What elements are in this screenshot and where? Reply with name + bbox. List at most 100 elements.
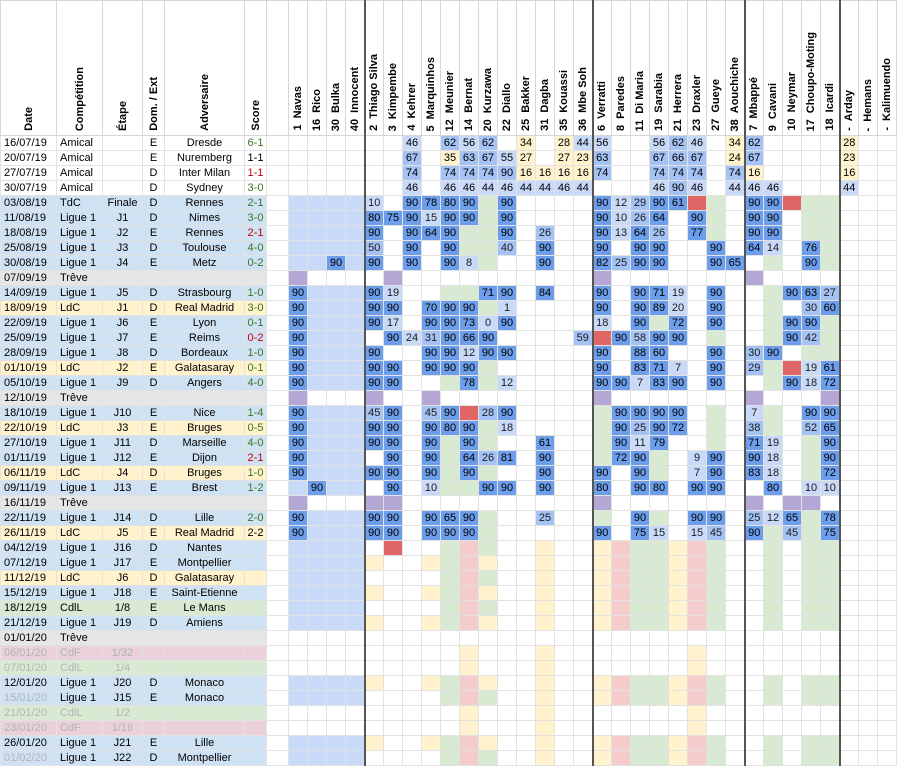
minutes-cell[interactable]: [516, 255, 536, 271]
minutes-cell[interactable]: [839, 510, 859, 526]
minutes-cell[interactable]: 90: [440, 345, 460, 361]
minutes-cell[interactable]: 90: [706, 450, 726, 466]
score-cell[interactable]: [244, 570, 267, 586]
minutes-cell[interactable]: [877, 600, 897, 616]
opponent-cell[interactable]: Brest: [164, 480, 245, 496]
minutes-cell[interactable]: 90: [592, 240, 612, 256]
minutes-cell[interactable]: [326, 285, 346, 301]
minutes-cell[interactable]: [421, 615, 441, 631]
header-player[interactable]: 19Sarabia: [649, 0, 669, 136]
competition-cell[interactable]: CdlL: [56, 600, 103, 616]
score-cell[interactable]: 0-2: [244, 255, 267, 271]
minutes-cell[interactable]: [592, 405, 612, 421]
minutes-cell[interactable]: [326, 315, 346, 331]
minutes-cell[interactable]: [326, 300, 346, 316]
minutes-cell[interactable]: [288, 645, 308, 661]
minutes-cell[interactable]: [877, 240, 897, 256]
minutes-cell[interactable]: [725, 510, 746, 526]
minutes-cell[interactable]: [383, 735, 403, 751]
minutes-cell[interactable]: 90: [611, 330, 631, 346]
minutes-cell[interactable]: 90: [383, 420, 403, 436]
minutes-cell[interactable]: [706, 615, 726, 631]
minutes-cell[interactable]: 10: [421, 480, 441, 496]
minutes-cell[interactable]: [782, 705, 802, 721]
minutes-cell[interactable]: 90: [421, 420, 441, 436]
minutes-cell[interactable]: 15: [421, 210, 441, 226]
score-cell[interactable]: 0-2: [244, 330, 267, 346]
minutes-cell[interactable]: [725, 450, 746, 466]
minutes-cell[interactable]: [440, 285, 460, 301]
minutes-cell[interactable]: [307, 210, 327, 226]
minutes-cell[interactable]: [858, 405, 878, 421]
minutes-cell[interactable]: [383, 570, 403, 586]
date-cell[interactable]: 18/08/19: [0, 225, 57, 241]
minutes-cell[interactable]: [611, 555, 631, 571]
minutes-cell[interactable]: [345, 360, 366, 376]
minutes-cell[interactable]: [554, 705, 574, 721]
minutes-cell[interactable]: 90: [687, 210, 707, 226]
minutes-cell[interactable]: [288, 195, 308, 211]
minutes-cell[interactable]: [649, 585, 669, 601]
minutes-cell[interactable]: [326, 525, 346, 541]
minutes-cell[interactable]: [535, 135, 555, 151]
minutes-cell[interactable]: [535, 630, 555, 646]
minutes-cell[interactable]: 78: [421, 195, 441, 211]
minutes-cell[interactable]: [801, 345, 821, 361]
minutes-cell[interactable]: 71: [744, 435, 764, 451]
minutes-cell[interactable]: [440, 735, 460, 751]
minutes-cell[interactable]: 90: [383, 330, 403, 346]
minutes-cell[interactable]: [706, 555, 726, 571]
minutes-cell[interactable]: [573, 300, 594, 316]
minutes-cell[interactable]: [421, 630, 441, 646]
stage-cell[interactable]: J22: [102, 750, 143, 766]
minutes-cell[interactable]: [459, 495, 479, 511]
minutes-cell[interactable]: [782, 615, 802, 631]
minutes-cell[interactable]: [611, 735, 631, 751]
minutes-cell[interactable]: [687, 615, 707, 631]
minutes-cell[interactable]: 90: [440, 240, 460, 256]
minutes-cell[interactable]: [535, 315, 555, 331]
minutes-cell[interactable]: [554, 240, 574, 256]
minutes-cell[interactable]: [687, 570, 707, 586]
home-away-cell[interactable]: D: [142, 300, 165, 316]
minutes-cell[interactable]: [820, 270, 841, 286]
minutes-cell[interactable]: [611, 495, 631, 511]
minutes-cell[interactable]: [554, 510, 574, 526]
minutes-cell[interactable]: [307, 660, 327, 676]
minutes-cell[interactable]: [459, 750, 479, 766]
home-away-cell[interactable]: D: [142, 285, 165, 301]
minutes-cell[interactable]: [763, 690, 783, 706]
minutes-cell[interactable]: [554, 465, 574, 481]
minutes-cell[interactable]: 90: [649, 240, 669, 256]
minutes-cell[interactable]: [535, 420, 555, 436]
minutes-cell[interactable]: 30: [801, 300, 821, 316]
minutes-cell[interactable]: [326, 360, 346, 376]
minutes-cell[interactable]: [573, 285, 594, 301]
minutes-cell[interactable]: [706, 435, 726, 451]
minutes-cell[interactable]: [649, 270, 669, 286]
minutes-cell[interactable]: [440, 660, 460, 676]
minutes-cell[interactable]: [839, 465, 859, 481]
minutes-cell[interactable]: 90: [402, 255, 422, 271]
minutes-cell[interactable]: [839, 540, 859, 556]
minutes-cell[interactable]: [402, 720, 422, 736]
minutes-cell[interactable]: 46: [687, 135, 707, 151]
minutes-cell[interactable]: [858, 465, 878, 481]
minutes-cell[interactable]: [364, 660, 384, 676]
minutes-cell[interactable]: 18: [592, 315, 612, 331]
minutes-cell[interactable]: [611, 675, 631, 691]
minutes-cell[interactable]: [326, 690, 346, 706]
minutes-cell[interactable]: 90: [459, 465, 479, 481]
minutes-cell[interactable]: [592, 705, 612, 721]
minutes-cell[interactable]: [592, 450, 612, 466]
minutes-cell[interactable]: [554, 390, 574, 406]
competition-cell[interactable]: Ligue 1: [56, 210, 103, 226]
minutes-cell[interactable]: [364, 150, 384, 166]
minutes-cell[interactable]: [744, 390, 764, 406]
minutes-cell[interactable]: [383, 390, 403, 406]
minutes-cell[interactable]: [782, 435, 802, 451]
score-cell[interactable]: 2-1: [244, 195, 267, 211]
minutes-cell[interactable]: [364, 630, 384, 646]
minutes-cell[interactable]: 90: [649, 195, 669, 211]
minutes-cell[interactable]: 90: [630, 300, 650, 316]
